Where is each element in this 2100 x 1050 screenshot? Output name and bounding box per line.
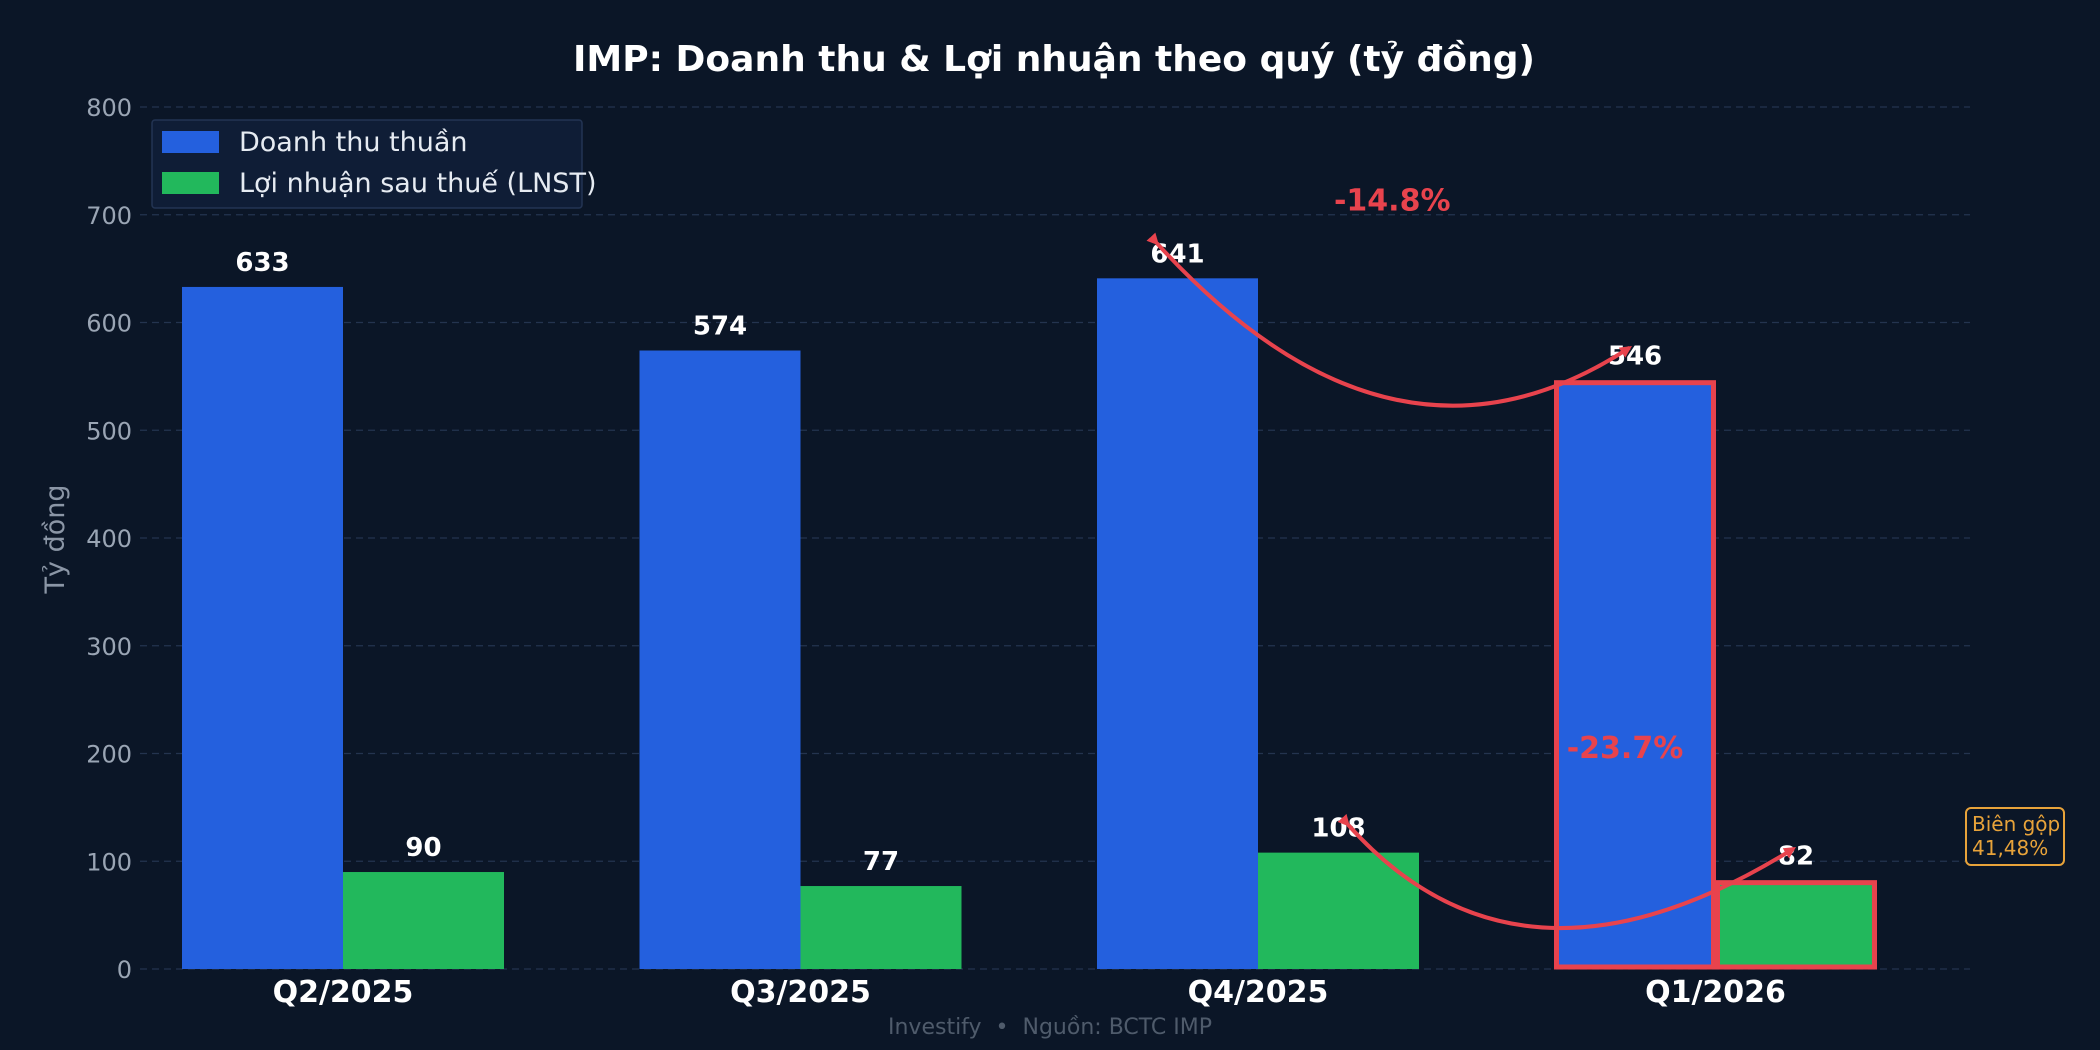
y-tick-400: 400 bbox=[86, 525, 132, 553]
bar-revenue-Q4-2025 bbox=[1097, 278, 1258, 969]
gross-margin-box bbox=[1965, 807, 2065, 866]
data-label-profit-Q3-2025: 77 bbox=[863, 847, 899, 877]
change-label-profit: -23.7% bbox=[1567, 731, 1684, 766]
bars bbox=[182, 278, 1877, 969]
bar-profit-Q1-2026 bbox=[1715, 880, 1877, 969]
legend-label-revenue: Doanh thu thuần bbox=[239, 127, 468, 158]
y-tick-200: 200 bbox=[86, 741, 132, 769]
x-tick-Q2-2025: Q2/2025 bbox=[273, 975, 414, 1010]
footer-source: Investify • Nguồn: BCTC IMP bbox=[888, 1015, 1212, 1040]
gross-margin-value: 41,48% bbox=[1972, 836, 2048, 860]
grid-layer bbox=[140, 106, 1970, 970]
data-label-revenue-Q3-2025: 574 bbox=[693, 312, 747, 342]
legend-swatch-profit bbox=[162, 172, 219, 194]
x-axis: Q2/2025 Q3/2025 Q4/2025 Q1/2026 bbox=[273, 975, 1786, 1010]
bar-profit-Q2-2025 bbox=[343, 872, 504, 969]
gross-margin-note: Biên gộp 41,48% bbox=[1965, 807, 2065, 866]
data-label-revenue-Q2-2025: 633 bbox=[235, 248, 289, 278]
gross-margin-title: Biên gộp bbox=[1972, 812, 2060, 836]
bar-revenue-Q3-2025 bbox=[639, 350, 801, 969]
change-arrow-profit bbox=[1337, 813, 1797, 931]
highlight-outline-revenue bbox=[1554, 380, 1716, 970]
x-tick-Q3-2025: Q3/2025 bbox=[730, 975, 871, 1010]
y-tick-500: 500 bbox=[86, 417, 132, 445]
legend-label-profit: Lợi nhuận sau thuế (LNST) bbox=[239, 168, 596, 199]
x-tick-Q1-2026: Q1/2026 bbox=[1645, 975, 1786, 1010]
chart-title: IMP: Doanh thu & Lợi nhuận theo quý (tỷ … bbox=[573, 39, 1535, 80]
y-tick-600: 600 bbox=[86, 310, 132, 338]
bar-profit-Q3-2025 bbox=[800, 886, 962, 969]
highlight-layer bbox=[1554, 380, 1877, 970]
data-label-profit-Q4-2025: 108 bbox=[1311, 814, 1365, 844]
change-label-revenue: -14.8% bbox=[1334, 183, 1451, 218]
y-tick-300: 300 bbox=[86, 633, 132, 661]
legend-swatch-revenue bbox=[162, 131, 219, 153]
highlight-outline-profit bbox=[1715, 880, 1877, 970]
x-tick-Q4-2025: Q4/2025 bbox=[1188, 975, 1329, 1010]
bar-revenue-Q1-2026 bbox=[1554, 380, 1716, 969]
y-tick-800: 800 bbox=[86, 94, 132, 122]
y-tick-0: 0 bbox=[117, 956, 132, 984]
y-tick-700: 700 bbox=[86, 202, 132, 230]
change-arrow-revenue bbox=[1146, 232, 1633, 408]
y-axis: 0 100 200 300 400 500 600 700 800 bbox=[86, 94, 132, 984]
legend: Doanh thu thuần Lợi nhuận sau thuế (LNST… bbox=[151, 119, 596, 209]
legend-box bbox=[151, 119, 583, 209]
data-label-profit-Q2-2025: 90 bbox=[405, 833, 441, 863]
bar-profit-Q4-2025 bbox=[1258, 852, 1419, 969]
y-axis-label: Tỷ đồng bbox=[40, 485, 71, 595]
y-tick-100: 100 bbox=[86, 848, 132, 876]
bar-revenue-Q2-2025 bbox=[182, 286, 343, 969]
change-annotations: -14.8% -23.7% bbox=[1146, 183, 1797, 931]
